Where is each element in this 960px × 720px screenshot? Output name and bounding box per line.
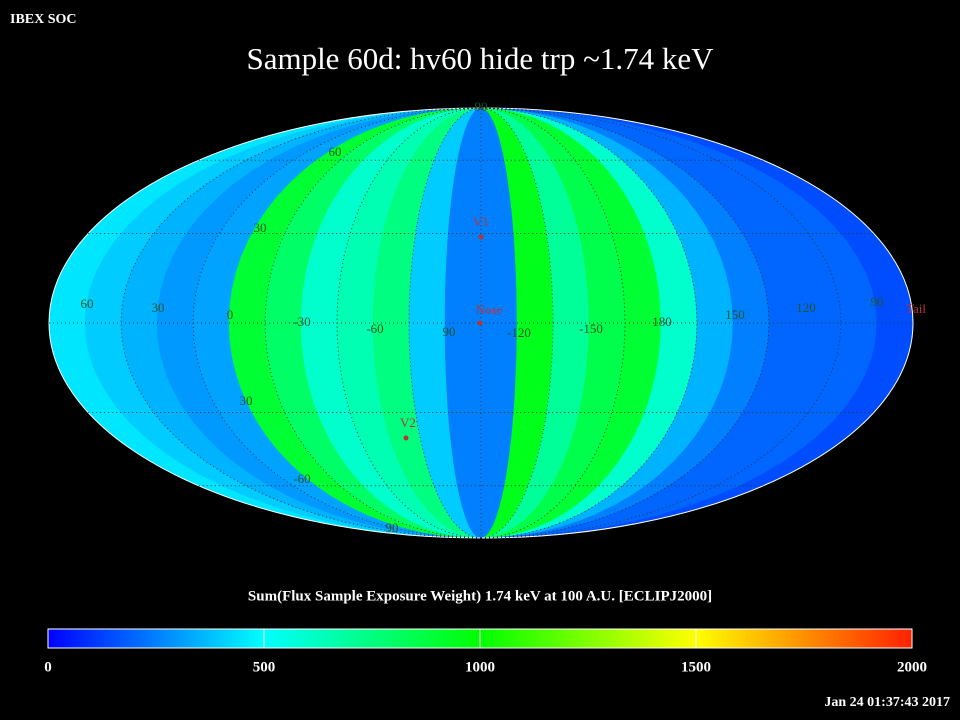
header: IBEX SOC [10,12,77,27]
colorbar-tick-label: 2000 [897,659,927,675]
marker-dot [478,234,484,240]
grid-label: 90 [475,99,488,114]
meridian [408,107,482,539]
title: Sample 60d: hv60 hide trp ~1.74 keV [246,41,714,76]
grid-label: 60 [81,296,94,311]
grid-label: -120 [507,325,531,340]
grid-label: 90 [443,324,456,339]
map-labels: 90 60 30 60 30 0 -30 -60 90 -120 -150 180 150 120 90 30… [81,99,927,535]
grid-label: -60 [293,471,310,486]
grid-label: 150 [725,307,745,322]
colorbar-tick-label: 1500 [681,659,711,675]
marker-dot [477,320,483,326]
marker-label: V2 [400,415,416,430]
marker-label: Tail [906,301,926,316]
grid-label: 30 [240,393,253,408]
grid-label: 60 [329,144,342,159]
grid-label: 180 [652,314,672,329]
marker-label: V1 [473,214,489,229]
colorbar-title: Sum(Flux Sample Exposure Weight) 1.74 ke… [248,588,712,604]
grid-label: 90 [386,520,399,535]
colorbar: 0 500 1000 1500 2000 [44,628,927,675]
colorbar-tick-label: 1000 [465,659,495,675]
meridian [480,107,554,539]
grid-label: 120 [796,300,816,315]
map [49,108,913,538]
grid-label: 90 [871,294,884,309]
marker-label: Nose [476,302,503,317]
grid-label: -30 [293,314,310,329]
colorbar-tick-label: 0 [44,659,52,675]
colorbar-tick-label: 500 [253,659,276,675]
grid-label: -60 [366,321,383,336]
grid-label: 30 [152,300,165,315]
grid-label: 30 [254,220,267,235]
timestamp: Jan 24 01:37:43 2017 [824,695,950,710]
marker-dot [403,435,409,441]
grid-label: 0 [227,307,234,322]
grid-label: -150 [579,321,603,336]
